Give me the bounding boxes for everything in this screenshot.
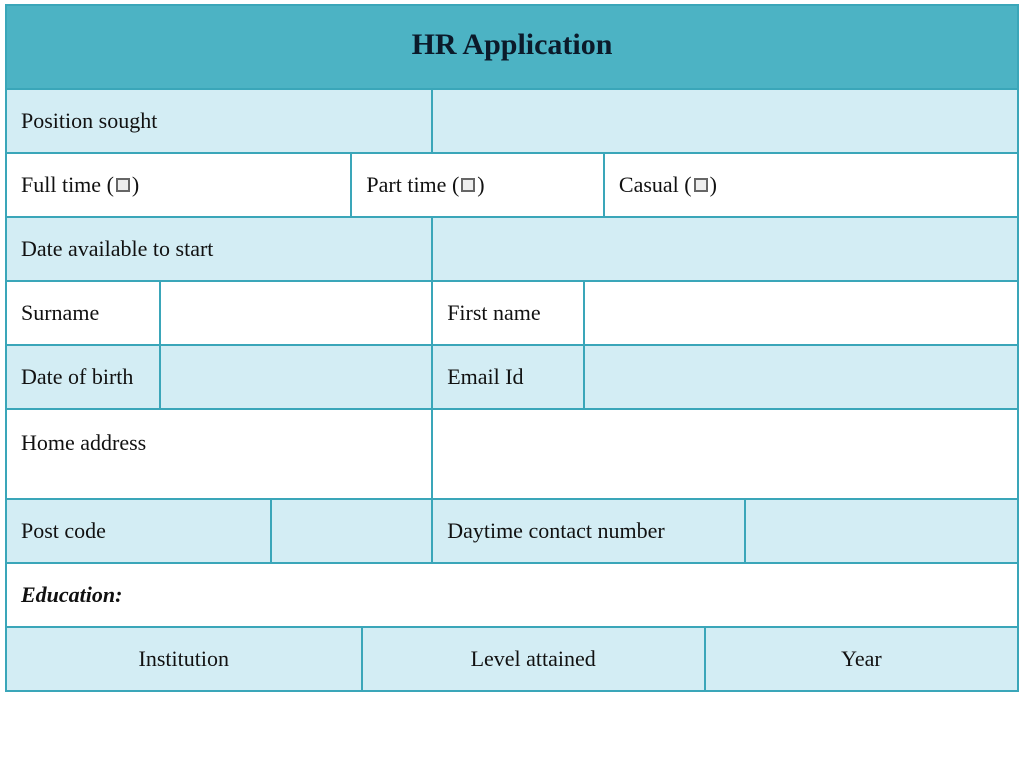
- label-part-time: Part time: [366, 172, 446, 198]
- label-education-section: Education:: [7, 562, 1017, 626]
- checkbox-icon: [116, 178, 130, 192]
- input-position-sought[interactable]: [431, 88, 1017, 152]
- row-name: Surname First name: [7, 280, 1017, 344]
- label-email: Email Id: [431, 344, 583, 408]
- input-home-address[interactable]: [431, 408, 1017, 498]
- row-employment-type: Full time ( ) Part time ( ) Casual ( ): [7, 152, 1017, 216]
- option-full-time[interactable]: Full time ( ): [7, 152, 350, 216]
- row-education-section: Education:: [7, 562, 1017, 626]
- input-date-available[interactable]: [431, 216, 1017, 280]
- row-education-header: Institution Level attained Year: [7, 626, 1017, 690]
- input-dob[interactable]: [159, 344, 432, 408]
- option-part-time[interactable]: Part time ( ): [350, 152, 603, 216]
- label-full-time: Full time: [21, 172, 101, 198]
- input-surname[interactable]: [159, 280, 432, 344]
- checkbox-icon: [694, 178, 708, 192]
- label-dob: Date of birth: [7, 344, 159, 408]
- input-post-code[interactable]: [270, 498, 432, 562]
- form-title: HR Application: [7, 6, 1017, 88]
- input-email[interactable]: [583, 344, 1017, 408]
- row-home-address: Home address: [7, 408, 1017, 498]
- option-casual[interactable]: Casual ( ): [603, 152, 1017, 216]
- row-position: Position sought: [7, 88, 1017, 152]
- row-postcode-contact: Post code Daytime contact number: [7, 498, 1017, 562]
- label-first-name: First name: [431, 280, 583, 344]
- row-date-available: Date available to start: [7, 216, 1017, 280]
- input-daytime-contact[interactable]: [744, 498, 1017, 562]
- checkbox-icon: [461, 178, 475, 192]
- hr-application-form: HR Application Position sought Full time…: [5, 4, 1019, 692]
- col-year: Year: [704, 626, 1017, 690]
- col-level-attained: Level attained: [361, 626, 704, 690]
- label-surname: Surname: [7, 280, 159, 344]
- label-home-address: Home address: [7, 408, 431, 498]
- col-institution: Institution: [7, 626, 361, 690]
- label-casual: Casual: [619, 172, 679, 198]
- input-first-name[interactable]: [583, 280, 1017, 344]
- label-post-code: Post code: [7, 498, 270, 562]
- row-dob-email: Date of birth Email Id: [7, 344, 1017, 408]
- label-daytime-contact: Daytime contact number: [431, 498, 744, 562]
- label-date-available: Date available to start: [7, 216, 431, 280]
- label-position-sought: Position sought: [7, 88, 431, 152]
